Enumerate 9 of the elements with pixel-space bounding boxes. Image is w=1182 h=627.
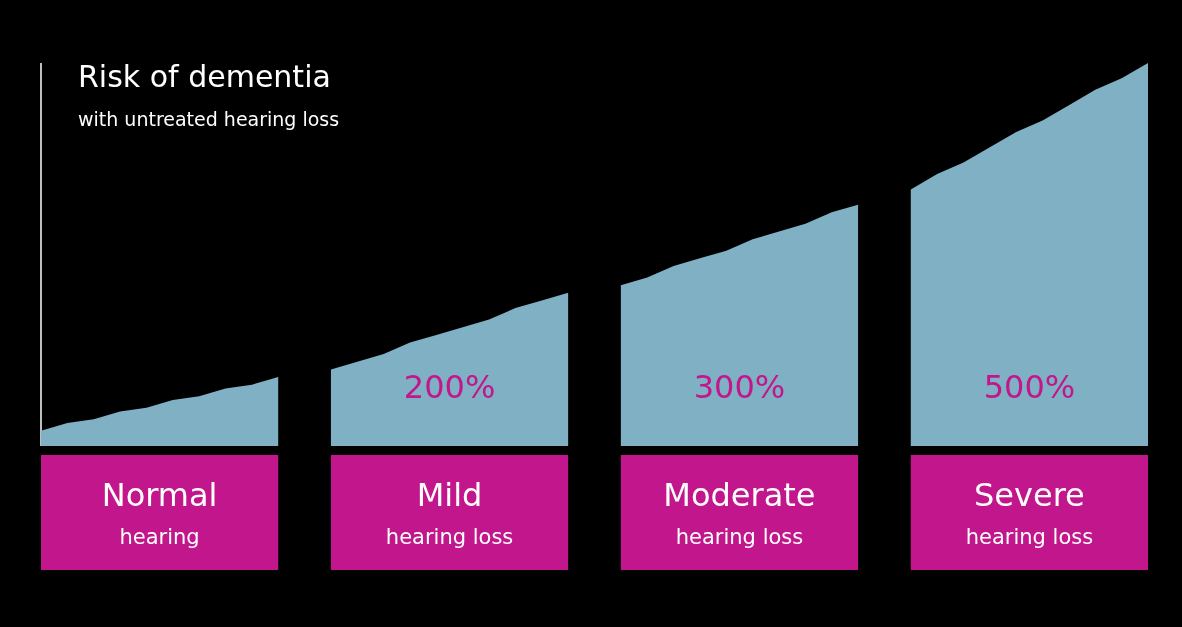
- text: Severe hearing loss: [965, 476, 1094, 549]
- text: Moderate hearing loss: [663, 476, 816, 549]
- text: with untreated hearing loss: [78, 108, 340, 130]
- chart-title: Risk of dementia: [78, 59, 331, 94]
- annotation: 300%: [693, 368, 786, 406]
- text: Mild hearing loss: [385, 476, 514, 549]
- text: Normal hearing: [101, 476, 218, 549]
- annotation: 200%: [403, 368, 496, 406]
- annotation: 500%: [983, 368, 1076, 406]
